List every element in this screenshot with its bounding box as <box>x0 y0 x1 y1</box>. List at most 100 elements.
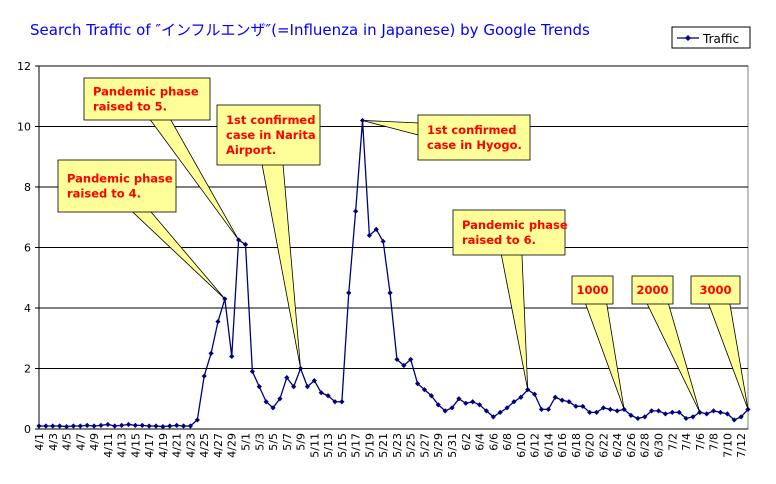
x-tick-label: 4/27 <box>212 433 225 458</box>
x-tick-label: 5/23 <box>391 433 404 458</box>
x-tick-label: 4/9 <box>88 433 101 451</box>
y-tick-label: 0 <box>24 423 31 436</box>
data-point <box>731 417 737 423</box>
data-point <box>98 422 104 428</box>
data-point <box>614 408 620 414</box>
x-tick-label: 5/19 <box>363 433 376 458</box>
x-tick-label: 6/24 <box>611 433 624 458</box>
annotation: Pandemic phase <box>93 85 199 99</box>
x-tick-label: 6/26 <box>625 433 638 458</box>
x-tick-label: 4/1 <box>33 433 46 451</box>
x-tick-label: 6/28 <box>639 433 652 458</box>
data-point <box>50 423 56 429</box>
data-point <box>421 387 428 393</box>
data-point <box>125 421 132 428</box>
data-point <box>435 402 441 408</box>
x-tick-label: 4/3 <box>47 433 60 451</box>
data-point <box>642 414 648 420</box>
x-tick-label: 7/8 <box>708 433 721 451</box>
annotation: 1st confirmed <box>427 123 516 137</box>
x-tick-label: 4/17 <box>143 433 156 458</box>
legend-marker <box>685 35 691 41</box>
data-point <box>291 384 297 390</box>
x-tick-label: 5/9 <box>295 433 308 451</box>
data-point <box>559 397 565 403</box>
data-point <box>580 403 586 409</box>
x-tick-label: 6/8 <box>501 433 514 451</box>
annotation: Pandemic phase <box>462 218 568 232</box>
legend-label: Traffic <box>702 32 739 46</box>
data-point <box>119 422 125 428</box>
x-tick-label: 5/27 <box>418 433 431 458</box>
data-point <box>242 241 249 248</box>
data-point <box>538 406 545 412</box>
data-point <box>587 409 593 415</box>
data-point <box>704 411 710 417</box>
x-tick-label: 4/15 <box>129 433 142 458</box>
annotation: Airport. <box>226 143 276 157</box>
x-tick-label: 7/12 <box>735 433 748 458</box>
data-point <box>167 423 173 429</box>
y-tick-label: 10 <box>17 121 31 134</box>
data-point <box>318 390 324 396</box>
data-point <box>552 394 558 400</box>
data-point <box>738 414 744 420</box>
y-tick-label: 4 <box>24 302 31 315</box>
x-tick-label: 5/5 <box>267 433 280 451</box>
y-tick-label: 2 <box>24 363 31 376</box>
y-tick-label: 6 <box>24 242 31 255</box>
x-tick-label: 5/15 <box>336 433 349 458</box>
annotation: 2000 <box>636 283 668 297</box>
data-point <box>662 411 668 417</box>
data-point <box>649 408 655 414</box>
data-point <box>332 399 338 405</box>
data-point <box>174 422 180 428</box>
data-point <box>428 393 434 399</box>
callout-box <box>690 275 741 305</box>
data-point <box>187 423 194 429</box>
x-tick-label: 5/25 <box>405 433 418 458</box>
x-tick-label: 7/4 <box>680 433 693 451</box>
data-point <box>408 356 414 363</box>
chart-title: Search Traffic of ″インフルエンザ″(=Influenza i… <box>30 21 590 39</box>
data-point <box>476 402 483 408</box>
data-point <box>256 384 262 390</box>
data-point <box>249 368 255 375</box>
data-point <box>57 423 63 429</box>
data-point <box>593 409 600 415</box>
data-point <box>263 399 269 405</box>
data-point <box>208 350 214 356</box>
annotation: case in Hyogo. <box>427 138 522 152</box>
data-point <box>635 415 641 422</box>
data-point <box>304 384 311 390</box>
data-point <box>43 423 49 429</box>
x-tick-label: 4/25 <box>198 433 211 458</box>
data-point <box>70 423 77 429</box>
data-point <box>194 417 200 423</box>
callout-box <box>631 275 674 305</box>
data-point <box>628 412 634 418</box>
data-point <box>463 400 469 406</box>
data-point <box>532 391 538 397</box>
data-point <box>690 414 696 420</box>
x-tick-label: 6/30 <box>653 433 666 458</box>
data-point <box>311 378 317 384</box>
data-point <box>325 393 331 399</box>
y-tick-label: 12 <box>17 60 31 73</box>
data-point <box>277 396 283 402</box>
callout-box <box>417 114 531 161</box>
data-point <box>36 423 42 429</box>
x-tick-label: 7/2 <box>666 433 679 451</box>
annotation: case in Narita <box>226 128 316 142</box>
data-point <box>470 399 476 405</box>
x-tick-label: 5/13 <box>322 433 335 458</box>
x-tick-label: 6/12 <box>529 433 542 458</box>
callout-box <box>216 104 321 166</box>
annotation: 1st confirmed <box>226 113 315 127</box>
data-point <box>710 408 717 414</box>
data-point <box>77 423 83 429</box>
data-point <box>490 414 496 420</box>
x-tick-label: 6/14 <box>542 433 555 458</box>
data-point <box>497 409 503 415</box>
